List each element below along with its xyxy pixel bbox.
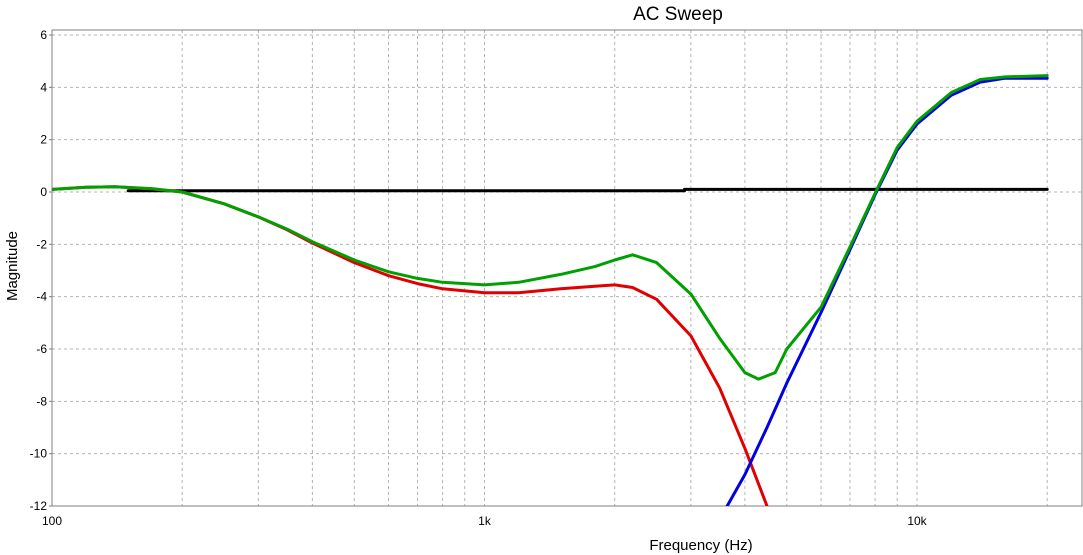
series-line-1 bbox=[126, 187, 1049, 193]
x-tick-label: 10k bbox=[907, 514, 927, 528]
y-tick-label: -10 bbox=[30, 447, 48, 461]
x-axis-label: Frequency (Hz) bbox=[649, 537, 752, 554]
y-tick-label: 4 bbox=[40, 80, 47, 94]
y-tick-label: -12 bbox=[30, 499, 48, 513]
chart-title: AC Sweep bbox=[633, 4, 723, 25]
y-tick-label: -6 bbox=[36, 342, 47, 356]
series-line-4 bbox=[52, 74, 1049, 381]
y-tick-label: 6 bbox=[40, 28, 47, 42]
y-tick-label: -4 bbox=[36, 290, 47, 304]
x-tick-labels: 100 1k 10k bbox=[42, 514, 928, 528]
y-tick-label: -2 bbox=[36, 237, 47, 251]
grid-lines bbox=[52, 30, 1083, 507]
plot-frame bbox=[51, 29, 1083, 507]
x-tick-label: 100 bbox=[42, 514, 62, 528]
y-tick-labels: 6 4 2 0 -2 -4 -6 -8 -10 -12 bbox=[30, 28, 52, 513]
y-tick-label: -8 bbox=[36, 394, 47, 408]
x-tick-label: 1k bbox=[478, 514, 492, 528]
y-tick-label: 2 bbox=[40, 133, 47, 147]
y-tick-label: 0 bbox=[40, 185, 47, 199]
y-axis-label: Magnitude bbox=[4, 231, 21, 301]
series-group bbox=[52, 74, 1049, 506]
